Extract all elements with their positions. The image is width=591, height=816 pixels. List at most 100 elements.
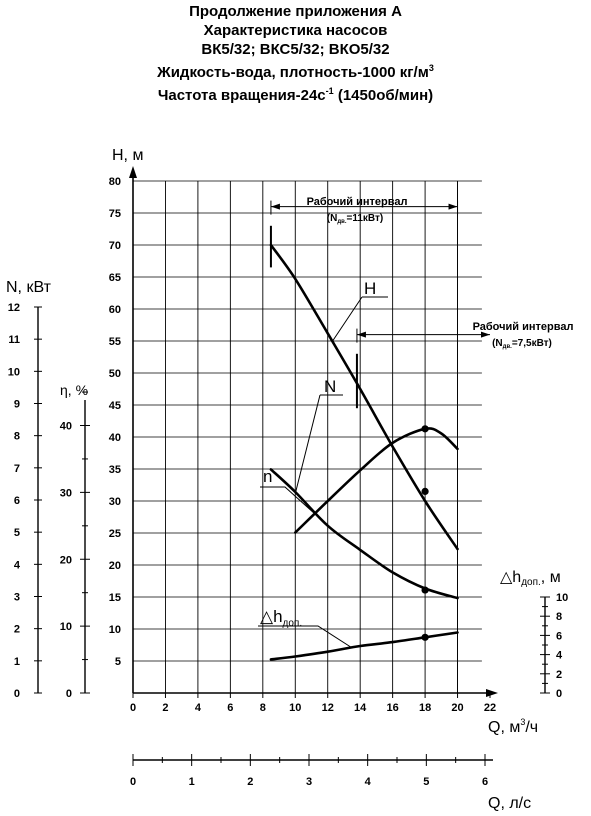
- x-axis-label-text: Q, м: [488, 719, 520, 736]
- interval-1-note-sub: дв.: [337, 219, 346, 225]
- x-tick-label: 10: [289, 702, 301, 714]
- y-axis-dh-label-tail: , м: [541, 569, 561, 586]
- interval-2-note-tail: =7,5кВт): [512, 338, 552, 349]
- grid: [133, 180, 482, 693]
- interval-2-note-text: (N: [492, 338, 503, 349]
- title-line-1: Продолжение приложения А: [189, 3, 402, 20]
- y-dh-tick-label: 2: [556, 669, 562, 681]
- interval-1-note-text: (N: [327, 213, 338, 224]
- x-axis-label-tail: /ч: [525, 719, 538, 736]
- curve-label-n-leader: [260, 486, 316, 515]
- curve-label-dh-text: △h: [260, 607, 283, 626]
- interval-1-arrow-right-icon: [448, 203, 458, 210]
- x-tick-label: 12: [322, 702, 334, 714]
- title-line-3: ВК5/32; ВКС5/32; ВКО5/32: [201, 41, 390, 58]
- chart-title: Продолжение приложения А Характеристика …: [0, 2, 591, 105]
- x2-tick-label: 1: [189, 776, 195, 788]
- curve-eta: [294, 427, 459, 534]
- x2-tick-label: 4: [365, 776, 372, 788]
- y-N-tick-label: 2: [14, 624, 20, 636]
- interval-2-note-sub: дв.: [503, 344, 512, 350]
- x2-tick-label: 2: [247, 776, 253, 788]
- interval-2-note: (Nдв.=7,5кВт): [492, 338, 552, 350]
- interval-1-note: (Nдв.=11кВт): [327, 213, 383, 225]
- y-N-tick-label: 3: [14, 592, 20, 604]
- x-tick-label: 6: [227, 702, 233, 714]
- y-H-tick-label: 15: [109, 592, 121, 604]
- y-axis-H-arrow-icon: [129, 166, 137, 178]
- curve-H: [269, 243, 459, 551]
- title-frequency-sup: -1: [325, 86, 334, 96]
- y-N-tick-label: 8: [14, 431, 20, 443]
- title-frequency-rpm: (1450об/мин): [333, 87, 434, 104]
- y-H-tick-label: 20: [109, 560, 121, 572]
- y-N-tick-label: 0: [14, 688, 20, 700]
- y-dh-tick-label: 0: [556, 688, 562, 700]
- y-axis-N-label: N, кВт: [6, 279, 52, 296]
- curve-label-dh: △hдоп.: [260, 607, 302, 629]
- title-density-sup: 3: [428, 63, 434, 73]
- y-axis-dh-label: △hдоп., м: [500, 569, 561, 588]
- operating-point-marker: [421, 425, 429, 433]
- curve-label-N-leader: [294, 394, 343, 494]
- y-dh-tick-label: 8: [556, 611, 562, 623]
- y-H-tick-label: 70: [109, 240, 121, 252]
- axis-labels: H, м N, кВт η, % Q, м3/ч Q, л/с △hдоп., …: [6, 147, 561, 812]
- x-tick-label: 16: [387, 702, 399, 714]
- y-N-tick-label: 10: [8, 366, 20, 378]
- markers: [421, 425, 429, 641]
- y-H-tick-label: 5: [115, 656, 121, 668]
- x-tick-label: 22: [484, 702, 496, 714]
- y-H-tick-label: 35: [109, 464, 121, 476]
- y-H-tick-label: 75: [109, 208, 121, 220]
- x2-tick-label: 3: [306, 776, 312, 788]
- x-tick-label: 8: [260, 702, 266, 714]
- curve-label-N: N: [324, 377, 336, 396]
- y-N-tick-label: 4: [14, 559, 21, 571]
- y-H-tick-label: 30: [109, 496, 121, 508]
- working-intervals: Рабочий интервал (Nдв.=11кВт) Рабочий ин…: [269, 196, 574, 409]
- y-H-tick-label: 65: [109, 272, 121, 284]
- curve-label-dh-leader: [258, 625, 353, 649]
- curve-labels: H N n △hдоп.: [258, 279, 388, 649]
- x-tick-label: 18: [419, 702, 431, 714]
- x2-axis-label: Q, л/с: [488, 795, 531, 812]
- x-axis-arrow-icon: [486, 689, 498, 697]
- y-dh-tick-label: 4: [556, 650, 563, 662]
- title-line-5: Частота вращения-24с-1 (1450об/мин): [0, 82, 591, 105]
- y-N-tick-label: 5: [14, 527, 20, 539]
- title-line-2: Характеристика насосов: [203, 22, 388, 39]
- interval-2-label: Рабочий интервал: [473, 321, 574, 333]
- x-tick-label: 2: [162, 702, 168, 714]
- operating-point-marker: [421, 633, 429, 641]
- y-eta-tick-label: 20: [60, 554, 72, 566]
- y-H-tick-label: 25: [109, 528, 121, 540]
- curve-dh: [269, 631, 459, 661]
- y-H-tick-label: 80: [109, 176, 121, 188]
- y-N-tick-label: 11: [8, 334, 20, 346]
- y-N-tick-label: 6: [14, 495, 20, 507]
- x-tick-label: 4: [195, 702, 202, 714]
- interval-1-label: Рабочий интервал: [307, 196, 408, 208]
- interval-2-arrow-left-icon: [356, 331, 366, 338]
- interval-1-note-tail: =11кВт): [347, 213, 384, 224]
- curve-label-dh-sub: доп.: [283, 618, 303, 629]
- x-tick-label: 14: [354, 702, 367, 714]
- y-axis-H-label: H, м: [112, 147, 143, 164]
- y-axis-dh-label-sub: доп.: [521, 577, 541, 588]
- x2-tick-label: 0: [130, 776, 136, 788]
- y-axis-dh-label-text: △h: [500, 569, 521, 586]
- y-H-tick-label: 45: [109, 400, 121, 412]
- interval-1-arrow-left-icon: [270, 203, 280, 210]
- curve-N: [269, 468, 459, 600]
- y-N-tick-label: 12: [8, 302, 20, 314]
- title-line-4: Жидкость-вода, плотность-1000 кг/м3: [0, 59, 591, 82]
- axes: 0 2 4 6 8 10 12 14 16 18 20 22510152025303540455055…: [8, 166, 568, 788]
- y-H-tick-label: 40: [109, 432, 121, 444]
- curve-label-H-leader: [332, 296, 388, 342]
- y-eta-tick-label: 0: [66, 688, 72, 700]
- y-axis-eta-label: η, %: [60, 382, 88, 398]
- y-N-tick-label: 7: [14, 463, 20, 475]
- interval-2-arrow-right-icon: [481, 331, 490, 338]
- y-H-tick-label: 50: [109, 368, 121, 380]
